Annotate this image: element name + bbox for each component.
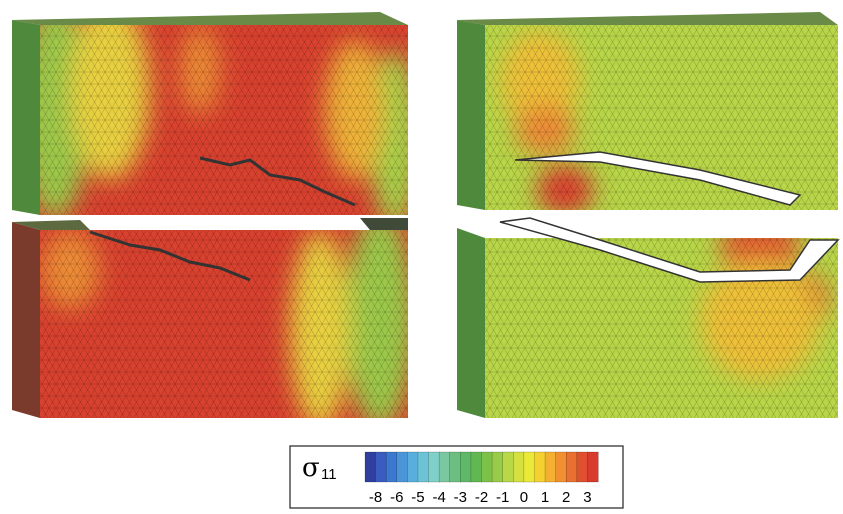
tick-label: 3 — [583, 489, 591, 506]
color-swatch — [513, 452, 524, 482]
color-swatch — [534, 452, 545, 482]
color-swatch — [545, 452, 556, 482]
color-swatch — [386, 452, 397, 482]
tick-label: -1 — [496, 489, 509, 506]
tick-label: 1 — [541, 489, 549, 506]
color-swatch — [439, 452, 450, 482]
tick-label: -3 — [454, 489, 467, 506]
color-swatch — [429, 452, 440, 482]
tick-label: 2 — [562, 489, 570, 506]
color-swatch — [450, 452, 461, 482]
color-swatch — [365, 452, 376, 482]
tick-label: 0 — [520, 489, 528, 506]
color-swatch — [492, 452, 503, 482]
right-top-block — [457, 12, 838, 215]
color-swatch — [407, 452, 418, 482]
color-swatch — [397, 452, 408, 482]
color-swatch — [524, 452, 535, 482]
color-swatch — [460, 452, 471, 482]
color-swatch — [418, 452, 429, 482]
tick-label: -2 — [475, 489, 488, 506]
figure: σ 11 -8 -6 -5 -4 -3 -2 -1 0123 — [0, 0, 843, 514]
color-swatch — [503, 452, 514, 482]
tick-label: -5 — [411, 489, 424, 506]
legend-subscript: 11 — [321, 466, 337, 483]
tick-label: -4 — [432, 489, 445, 506]
tick-label: -6 — [390, 489, 403, 506]
tick-label: -8 — [369, 489, 382, 506]
legend-symbol: σ — [302, 453, 320, 483]
left-bottom-block — [12, 210, 415, 430]
color-swatch — [376, 452, 387, 482]
color-swatch — [566, 452, 577, 482]
color-swatch — [471, 452, 482, 482]
right-bottom-block — [457, 215, 838, 418]
color-swatch — [556, 452, 567, 482]
color-swatch — [577, 452, 588, 482]
color-swatch — [482, 452, 493, 482]
color-swatch — [587, 452, 598, 482]
left-top-block — [12, 0, 420, 230]
